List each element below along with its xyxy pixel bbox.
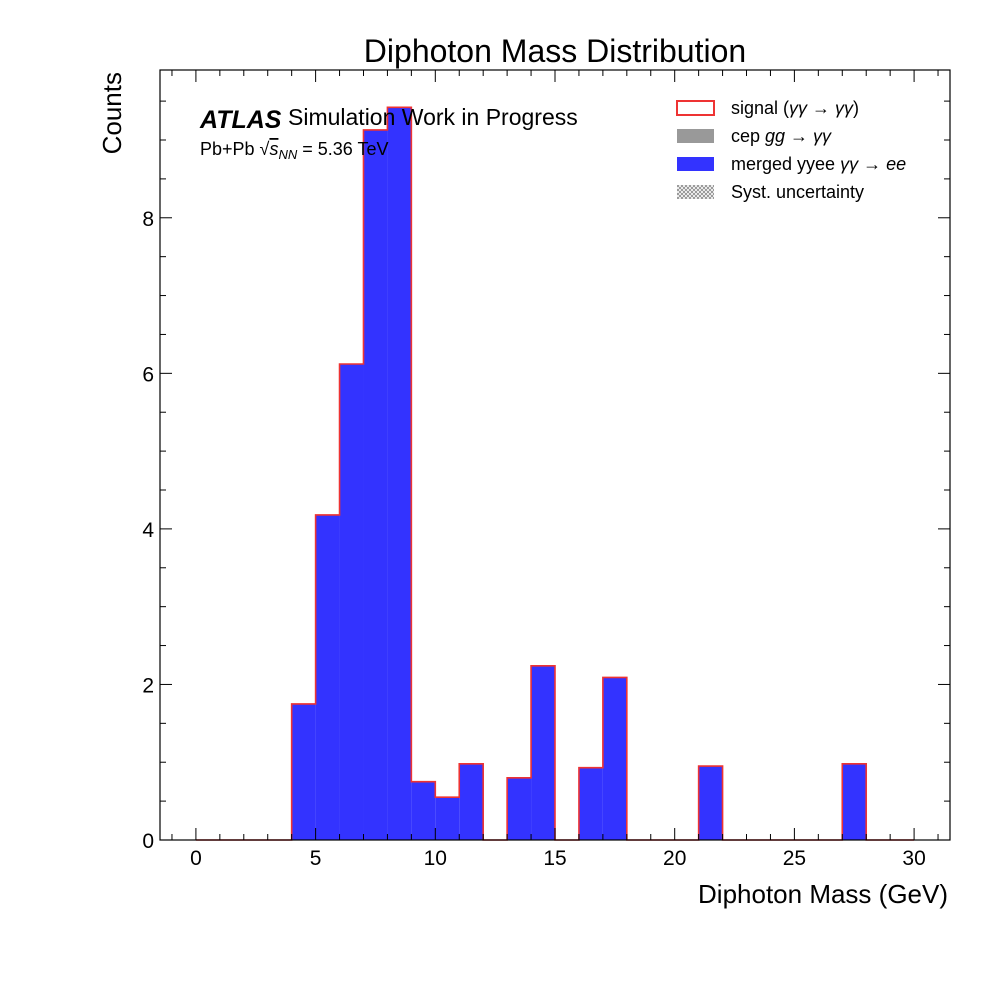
legend-swatch	[677, 185, 714, 199]
collision-label: Pb+Pb √sNN = 5.36 TeV	[200, 139, 388, 162]
sqrt-symbol: √	[260, 139, 270, 159]
atlas-label: ATLAS	[199, 106, 282, 134]
x-tick-label: 0	[190, 847, 202, 870]
legend-label-math: γγ → ee	[840, 154, 906, 174]
legend-swatch	[677, 157, 714, 171]
legend-entry: Syst. uncertainty	[677, 182, 864, 202]
legend-label-suffix: )	[853, 98, 859, 118]
x-tick-labels: 0 5 10 15 20 25 30	[190, 847, 926, 870]
histogram-bar	[578, 767, 603, 840]
x-tick-label: 5	[310, 847, 322, 870]
collision-value: = 5.36 TeV	[297, 139, 388, 159]
histogram-bar	[291, 703, 316, 840]
histogram-bar	[315, 514, 340, 840]
legend-label-text: cep	[731, 126, 765, 146]
legend-entry: signal (γγ → γγ)	[676, 98, 859, 118]
histogram-bar	[339, 364, 364, 840]
x-axis-label: Diphoton Mass (GeV)	[698, 879, 948, 909]
axis-ticks	[160, 70, 950, 841]
legend-label-text: Syst. uncertainty	[731, 182, 864, 202]
atlas-sublabel: Simulation Work in Progress	[288, 104, 578, 130]
histogram-bar	[459, 763, 484, 840]
histogram-bars	[291, 107, 867, 841]
x-tick-label: 15	[543, 847, 566, 870]
chart-title: Diphoton Mass Distribution	[364, 33, 746, 69]
x-tick-label: 25	[783, 847, 806, 870]
histogram-bar	[435, 797, 460, 840]
legend-label-math: γγ → γγ	[789, 98, 854, 118]
y-tick-label: 2	[142, 674, 154, 697]
legend-label: signal (γγ → γγ)	[731, 98, 859, 118]
y-tick-label: 6	[142, 363, 154, 386]
histogram-bar	[698, 766, 723, 840]
legend-label-text: signal (	[731, 98, 789, 118]
histogram-bar	[387, 107, 412, 841]
histogram-bar	[842, 763, 867, 840]
collision-subscript: NN	[278, 147, 297, 162]
legend-entry: merged yyee γγ → ee	[677, 154, 906, 174]
y-tick-labels: 0 2 4 6 8	[142, 208, 154, 853]
collision-prefix: Pb+Pb	[200, 139, 260, 159]
legend-label-math: gg → γγ	[765, 126, 832, 146]
histogram-bar	[507, 777, 532, 840]
histogram-bar	[411, 781, 436, 840]
y-tick-label: 4	[142, 519, 154, 542]
atlas-label-group: ATLAS Simulation Work in Progress Pb+Pb …	[199, 104, 578, 162]
histogram-bar	[602, 677, 627, 840]
legend-entry: cep gg → γγ	[677, 126, 832, 146]
y-tick-label: 8	[142, 208, 154, 231]
histogram-bar	[531, 665, 555, 840]
legend-label: merged yyee γγ → ee	[731, 154, 906, 174]
legend-label-text: merged yyee	[731, 154, 840, 174]
x-tick-label: 20	[663, 847, 686, 870]
collision-s: s	[269, 139, 278, 159]
legend-label: Syst. uncertainty	[731, 182, 864, 202]
y-tick-label: 0	[142, 830, 154, 853]
legend: signal (γγ → γγ) cep gg → γγ merged yyee γ…	[676, 98, 906, 202]
legend-swatch	[676, 100, 715, 116]
histogram-bar	[363, 129, 388, 840]
legend-swatch	[677, 129, 714, 143]
y-axis-label: Counts	[97, 72, 127, 154]
x-tick-label: 10	[424, 847, 447, 870]
x-tick-label: 30	[902, 847, 925, 870]
legend-label: cep gg → γγ	[731, 126, 832, 146]
